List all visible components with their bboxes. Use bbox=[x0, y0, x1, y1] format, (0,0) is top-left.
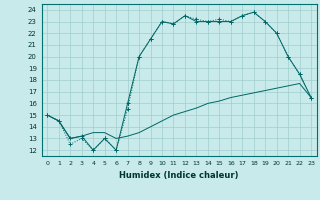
X-axis label: Humidex (Indice chaleur): Humidex (Indice chaleur) bbox=[119, 171, 239, 180]
